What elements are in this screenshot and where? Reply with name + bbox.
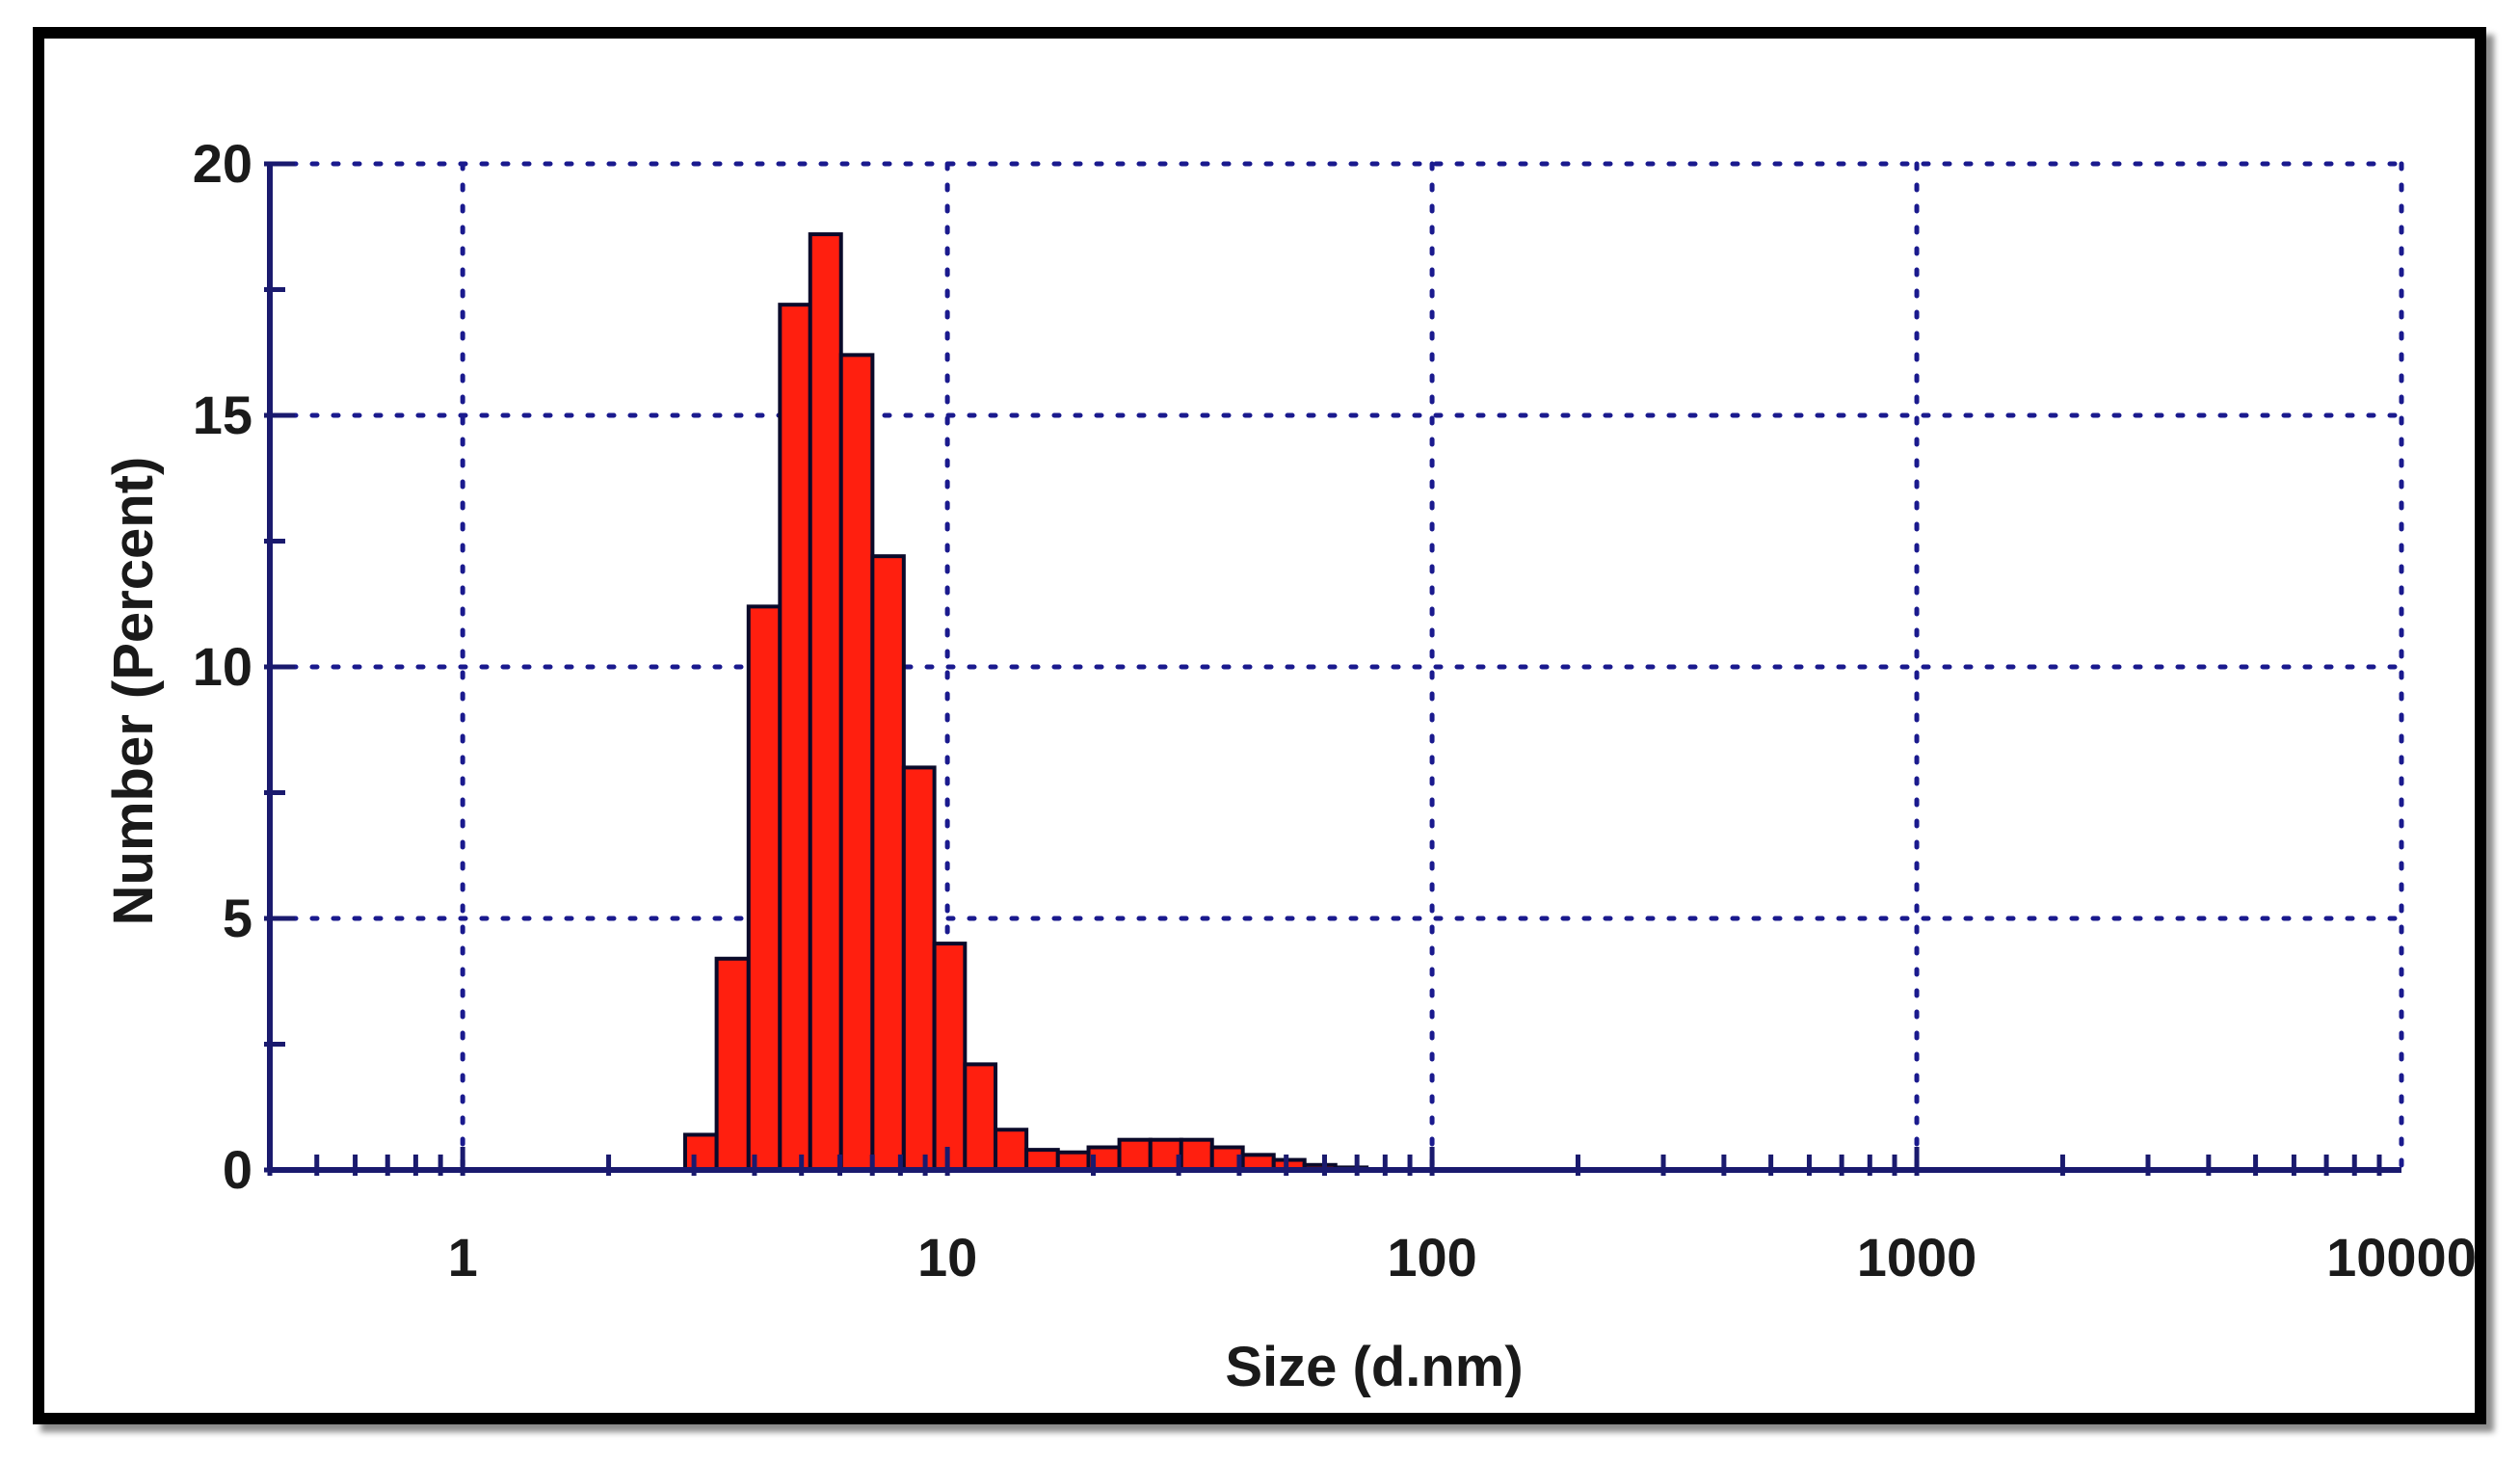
x-tick-label: 100 — [1387, 1227, 1476, 1288]
y-tick-label: 5 — [223, 888, 252, 948]
histogram-bar — [778, 303, 812, 1173]
histogram-bar — [838, 353, 875, 1172]
y-axis-title: Number (Percent) — [102, 457, 165, 926]
histogram-bar — [963, 1062, 998, 1173]
y-tick-label: 0 — [223, 1139, 252, 1200]
histogram-bar — [870, 554, 906, 1172]
histogram-bar — [932, 942, 968, 1172]
x-tick-label: 10000 — [2326, 1227, 2475, 1288]
histogram-bar — [746, 604, 783, 1172]
histogram-bar — [994, 1128, 1029, 1172]
histogram-bar — [714, 956, 751, 1173]
histogram-bar — [1024, 1148, 1060, 1172]
y-tick-label: 15 — [193, 385, 252, 445]
histogram-bar — [1117, 1137, 1153, 1173]
x-axis-title: Size (d.nm) — [1225, 1336, 1523, 1398]
y-tick-label: 10 — [193, 636, 252, 697]
histogram-bar — [808, 232, 843, 1172]
y-tick-label: 20 — [193, 133, 252, 194]
histogram-bar — [901, 765, 937, 1173]
histogram-bar — [1179, 1137, 1214, 1173]
x-tick-label: 10 — [917, 1227, 977, 1288]
x-tick-label: 1 — [448, 1227, 478, 1288]
size-distribution-chart: 0 5 10 15 20 1 10 100 1000 10000 Size (d.nm) Number… — [102, 133, 2475, 1398]
x-tick-label: 1000 — [1857, 1227, 1977, 1288]
histogram-bar — [682, 1132, 719, 1172]
chart-frame: 0 5 10 15 20 1 10 100 1000 10000 Size (d.nm) Number… — [33, 27, 2486, 1424]
